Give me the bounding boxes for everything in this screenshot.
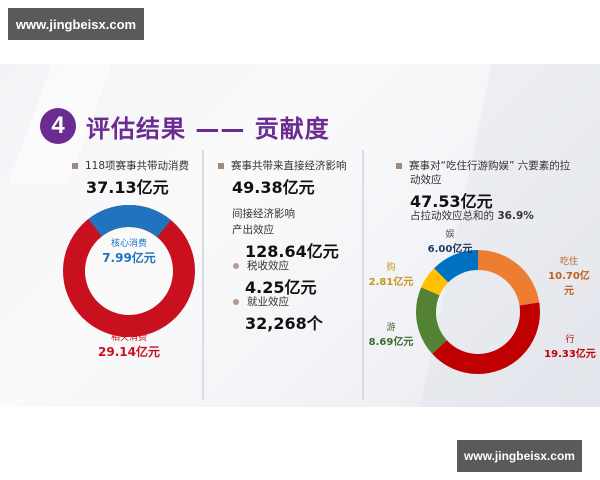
eat-stay-label: 吃住: [559, 257, 578, 267]
shopping-value: 2.81亿元: [368, 277, 414, 288]
travel-label: 行: [565, 335, 575, 345]
related-consumption-label: 相关消费: [110, 333, 147, 343]
bullet-dot-icon: [233, 299, 239, 305]
title-row: 4 评估结果 —— 贡献度: [40, 108, 330, 144]
watermark-top: www.jingbeisx.com: [8, 8, 144, 40]
tour-label: 游: [386, 323, 396, 333]
jobs-effect-value: 32,268个: [245, 314, 323, 333]
slide: 4 评估结果 —— 贡献度 118项赛事共带动消费 37.13亿元 核心消费 7…: [0, 64, 600, 407]
shopping-callout: 购 2.81亿元: [366, 260, 416, 288]
eat-stay-callout: 吃住 10.70亿元: [544, 254, 594, 297]
entertainment-callout: 娱 6.00亿元: [420, 227, 480, 255]
jobs-effect-label-text: 就业效应: [247, 296, 289, 308]
entertainment-value: 6.00亿元: [427, 244, 473, 255]
jobs-effect-label: 就业效应: [233, 294, 289, 309]
related-consumption-segment: [63, 205, 195, 337]
entertainment-label: 娱: [445, 230, 455, 240]
indirect-impact-heading: 间接经济影响: [232, 208, 295, 220]
tax-effect-value: 4.25亿元: [245, 278, 317, 297]
core-consumption-callout: 核心消费 7.99亿元: [62, 236, 196, 266]
output-effect-value: 128.64亿元: [245, 242, 339, 261]
tax-effect-label: 税收效应: [233, 258, 289, 273]
segment-entertainment: [416, 250, 540, 374]
consumption-donut-chart: [63, 205, 195, 337]
share-value: 36.9%: [497, 210, 534, 222]
segment-travel: [416, 250, 540, 374]
tour-value: 8.69亿元: [368, 337, 414, 348]
bullet-square-icon: [72, 163, 78, 169]
direct-impact-value: 49.38亿元: [232, 178, 315, 197]
bullet-dot-icon: [233, 263, 239, 269]
section-number-badge: 4: [40, 108, 76, 144]
eat-stay-value: 10.70亿元: [548, 271, 590, 297]
six-elements-label-line2: 动效应: [410, 174, 442, 186]
segment-tour: [416, 250, 540, 374]
bullet-square-icon: [396, 163, 402, 169]
share-prefix: 占拉动效应总和的: [410, 210, 494, 222]
core-consumption-label: 核心消费: [110, 239, 147, 249]
slide-title: 评估结果 —— 贡献度: [86, 114, 330, 143]
tour-callout: 游 8.69亿元: [366, 320, 416, 348]
consumption-total: 37.13亿元: [86, 178, 169, 197]
tax-effect-label-text: 税收效应: [247, 260, 289, 272]
shopping-label: 购: [386, 263, 396, 273]
share-line: 占拉动效应总和的 36.9%: [410, 208, 534, 223]
output-effect-label: 产出效应: [232, 224, 274, 236]
core-consumption-value: 7.99亿元: [102, 251, 156, 265]
core-consumption-segment: [63, 205, 195, 337]
direct-impact-label-text: 赛事共带来直接经济影响: [231, 160, 347, 172]
six-elements-label-line1: 赛事对“吃住行游购娱” 六要素的拉: [409, 160, 571, 172]
consumption-label-text: 118项赛事共带动消费: [85, 160, 190, 172]
consumption-label: 118项赛事共带动消费: [72, 158, 189, 173]
column-divider: [362, 150, 364, 400]
travel-value: 19.33亿元: [544, 349, 596, 360]
bullet-square-icon: [218, 163, 224, 169]
column-divider: [202, 150, 204, 400]
six-elements-label: 赛事对“吃住行游购娱” 六要素的拉: [396, 158, 570, 173]
travel-callout: 行 19.33亿元: [544, 332, 596, 360]
direct-impact-label: 赛事共带来直接经济影响: [218, 158, 347, 173]
related-consumption-value: 29.14亿元: [98, 345, 160, 359]
six-elements-total: 47.53亿元: [410, 192, 493, 211]
six-elements-donut-chart: [416, 250, 540, 374]
related-consumption-callout: 相关消费 29.14亿元: [62, 330, 196, 360]
watermark-bottom: www.jingbeisx.com: [457, 440, 582, 472]
